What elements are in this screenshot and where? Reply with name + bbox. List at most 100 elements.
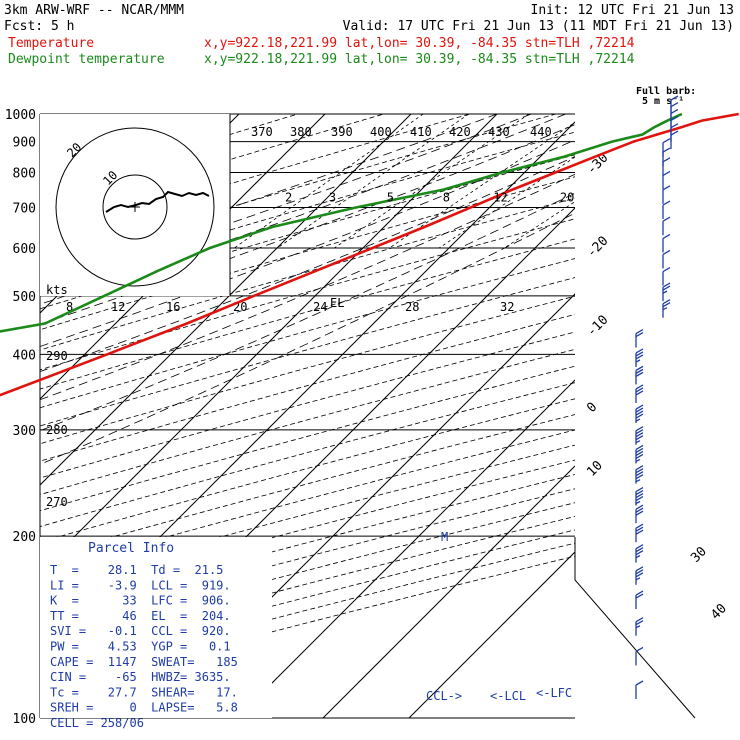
wind-barb [662, 282, 671, 302]
model-title: 3km ARW-WRF -- NCAR/MMM [4, 3, 184, 18]
temperature-profile [0, 112, 739, 397]
theta-label: 400 [370, 125, 392, 139]
parcel-info-row: Tc = 27.7 SHEAR= 17. [50, 685, 238, 699]
wind-barb [635, 680, 644, 699]
theta-label: 390 [331, 125, 353, 139]
pressure-label: 100 [13, 712, 36, 727]
dry-adiabat [40, 114, 386, 219]
parcel-info-row: LI = -3.9 LCL = 919. [50, 578, 231, 592]
dry-adiabat-label: 290 [46, 349, 68, 363]
wind-barb [662, 185, 671, 204]
barb-key-subtitle: 5 m s⁻¹ [642, 96, 684, 107]
wind-barb [635, 328, 644, 348]
parcel-info-row: CELL = 258/06 [50, 716, 144, 730]
dry-adiabat [40, 444, 575, 587]
hodograph-inset: 10 20 kts [40, 114, 231, 297]
pressure-label: 700 [13, 202, 36, 217]
wind-barb [662, 138, 671, 157]
hodo-speed-label: 24 [313, 300, 327, 314]
m-annotation: M [441, 530, 448, 544]
lcl-annotation: <-LCL [490, 689, 526, 703]
isotherm-label: 10 [584, 458, 606, 480]
wind-barb [635, 444, 644, 464]
isotherm-line [40, 114, 412, 486]
theta-label: 420 [449, 125, 471, 139]
pressure-label: 300 [13, 424, 36, 439]
mixing-ratio-line [504, 201, 575, 249]
dry-adiabat-label: 280 [46, 423, 68, 437]
hodo-speed-label: 12 [111, 300, 125, 314]
wind-barb [662, 233, 671, 253]
legend-temperature: Temperature [8, 36, 94, 51]
mixing-ratio-label: 20 [560, 191, 574, 205]
isotherm-label: 0 [584, 400, 600, 416]
dry-adiabat [40, 414, 575, 558]
pressure-label: 800 [13, 167, 36, 182]
parcel-info-row: CAPE = 1147 SWEAT= 185 [50, 655, 238, 669]
dry-adiabat [40, 197, 575, 351]
legend-dewpoint: Dewpoint temperature [8, 52, 165, 67]
wind-barb [670, 130, 679, 150]
dry-adiabat [40, 114, 472, 243]
hodo-speed-label: 8 [66, 300, 73, 314]
pressure-label: 600 [13, 242, 36, 257]
hodo-units: kts [46, 283, 68, 297]
wind-barb [662, 170, 671, 190]
theta-label: 440 [530, 125, 552, 139]
mixing-ratio-line [438, 156, 575, 249]
isotherm-label: -20 [584, 234, 611, 261]
dry-adiabat [40, 348, 575, 496]
wind-barb [635, 590, 644, 610]
mixing-ratio-label: 8 [443, 191, 450, 205]
isotherm-line [236, 379, 575, 718]
wind-barb [662, 266, 671, 286]
init-time: Init: 12 UTC Fri 21 Jun 13 [531, 3, 735, 18]
isotherm-label: -10 [584, 313, 611, 340]
wind-barb [635, 348, 644, 367]
parcel-info-row: PW = 4.53 YGP = 0.1 [50, 640, 231, 654]
wind-barb [635, 566, 644, 585]
lfc-annotation: <-LFC [536, 686, 572, 700]
parcel-info-row: SREH = 0 LAPSE= 5.8 [50, 701, 238, 715]
wind-barb [662, 216, 671, 236]
parcel-info-row: TT = 46 EL = 204. [50, 609, 231, 623]
wind-barb [635, 486, 644, 506]
forecast-hour: Fcst: 5 h [4, 19, 74, 34]
wind-barb [670, 95, 679, 114]
isotherm-line [40, 114, 498, 572]
mixing-ratio-label: 5 [387, 191, 394, 205]
hodograph-trace [105, 190, 210, 213]
wind-barb [635, 426, 644, 445]
theta-label: 410 [410, 125, 432, 139]
dry-adiabat-label: 270 [46, 495, 68, 509]
wind-barb [635, 384, 644, 403]
legend-temperature-info: x,y=922.18,221.99 lat,lon= 30.39, -84.35… [204, 36, 635, 51]
pressure-label: 500 [13, 290, 36, 305]
parcel-info-row: T = 28.1 Td = 21.5 [50, 563, 223, 577]
isotherm-line [408, 551, 575, 718]
plot-right-border [574, 537, 696, 719]
wind-barb [662, 299, 671, 318]
hodo-speed-label: 16 [166, 300, 180, 314]
pressure-label: 1000 [5, 108, 36, 123]
wind-barb [635, 504, 644, 524]
theta-label: 430 [488, 125, 510, 139]
wind-barb [635, 523, 644, 543]
wind-barb [662, 147, 671, 167]
legend-dewpoint-info: x,y=922.18,221.99 lat,lon= 30.39, -84.35… [204, 52, 635, 67]
dewpoint-profile [0, 112, 683, 333]
wind-barb [635, 365, 644, 385]
wind-barb [635, 617, 644, 636]
wind-barb [662, 200, 671, 220]
mixing-ratio-label: 3 [329, 191, 336, 205]
parcel-info-row: SVI = -0.1 CCL = 920. [50, 624, 231, 638]
ccl-annotation: CCL-> [426, 689, 462, 703]
wind-barb [635, 544, 644, 563]
wind-barb [662, 249, 671, 269]
mixing-ratio-label: 2 [285, 191, 292, 205]
dry-adiabat [40, 382, 575, 528]
dry-adiabat [40, 114, 558, 266]
wind-barb [635, 404, 644, 424]
dry-adiabat [40, 459, 575, 602]
